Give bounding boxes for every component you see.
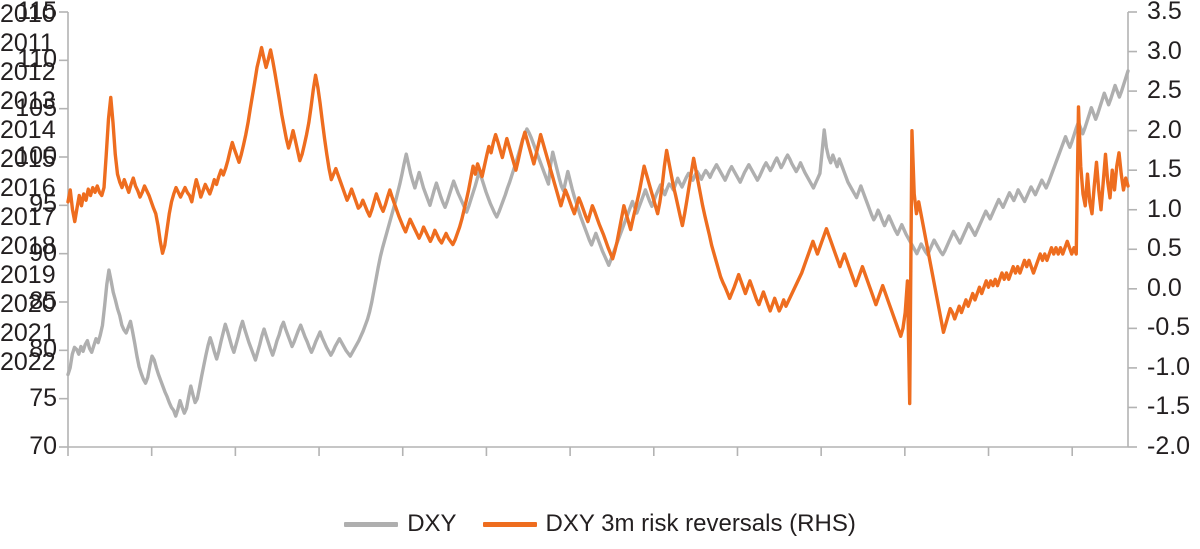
y-axis-left-tick-label: 95: [29, 190, 57, 219]
y-axis-left-tick-label: 115: [17, 0, 57, 25]
y-axis-left-tick-label: 100: [15, 142, 57, 170]
y-axis-right-tick-label: 0.5: [1147, 234, 1182, 263]
y-axis-left-tick-label: 90: [29, 238, 57, 267]
x-axis-tick-label: 2021: [0, 319, 56, 347]
x-axis-tick-label: 2020: [0, 290, 56, 318]
y-axis-right-tick-label: 2.5: [1147, 76, 1182, 105]
x-axis-tick-label: 2010: [0, 0, 56, 28]
x-axis-tick-label: 2016: [0, 174, 56, 202]
y-axis-right-tick-label: 1.5: [1147, 155, 1182, 184]
chart-legend: DXY DXY 3m risk reversals (RHS): [0, 512, 1200, 536]
y-axis-right-tick-label: 1.0: [1147, 194, 1182, 223]
series-line-risk-reversals: [66, 45, 1130, 406]
legend-label: DXY: [407, 510, 457, 537]
x-axis-tick-label: 2012: [0, 58, 56, 86]
y-axis-right-tick-label: -0.5: [1147, 313, 1191, 342]
x-axis-tick-label: 2015: [0, 145, 56, 173]
x-axis-tick-label: 2018: [0, 232, 56, 260]
x-axis-tick-label: 2011: [0, 29, 54, 57]
y-axis-left-tick-label: 70: [29, 432, 57, 460]
chart-series-lines: [66, 45, 1130, 418]
legend-swatch-line-icon: [344, 521, 399, 527]
y-axis-right-tick-label: -1.0: [1147, 352, 1191, 381]
y-axis-left-tick-label: 75: [29, 383, 57, 412]
x-axis-tick-label: 2017: [0, 203, 56, 231]
legend-swatch-line-icon: [482, 521, 537, 527]
x-axis-tick-labels: 2010 2011 2012 2013 2014 2015 2016 2017 2018 2019…: [0, 0, 56, 376]
y-axis-right-tick-label: 2.0: [1147, 115, 1182, 144]
y-axis-left-tick-label: 110: [17, 45, 57, 74]
legend-item[interactable]: DXY 3m risk reversals (RHS): [482, 510, 856, 537]
y-axis-right-tick-label: -1.5: [1147, 392, 1191, 421]
y-axis-right-tick-label: 3.0: [1147, 36, 1182, 65]
legend-label: DXY 3m risk reversals (RHS): [545, 510, 856, 537]
y-axis-left-tick-label: 105: [15, 93, 57, 122]
legend-item[interactable]: DXY: [344, 510, 457, 537]
y-axis-right-tick-label: 0.0: [1147, 273, 1182, 302]
series-line-dxy: [66, 69, 1130, 418]
x-axis-tick-label: 2013: [0, 87, 56, 115]
x-axis-tick-label: 2014: [0, 116, 56, 144]
y-axis-left-tick-label: 85: [29, 287, 57, 315]
y-axis-right-tick-label: -2.0: [1147, 432, 1191, 460]
y-axis-left-tick-label: 80: [29, 335, 57, 364]
x-axis-tick-label: 2022: [0, 348, 56, 376]
x-axis-tick-label: 2019: [0, 261, 56, 289]
y-axis-right-tick-label: 3.5: [1147, 0, 1182, 25]
